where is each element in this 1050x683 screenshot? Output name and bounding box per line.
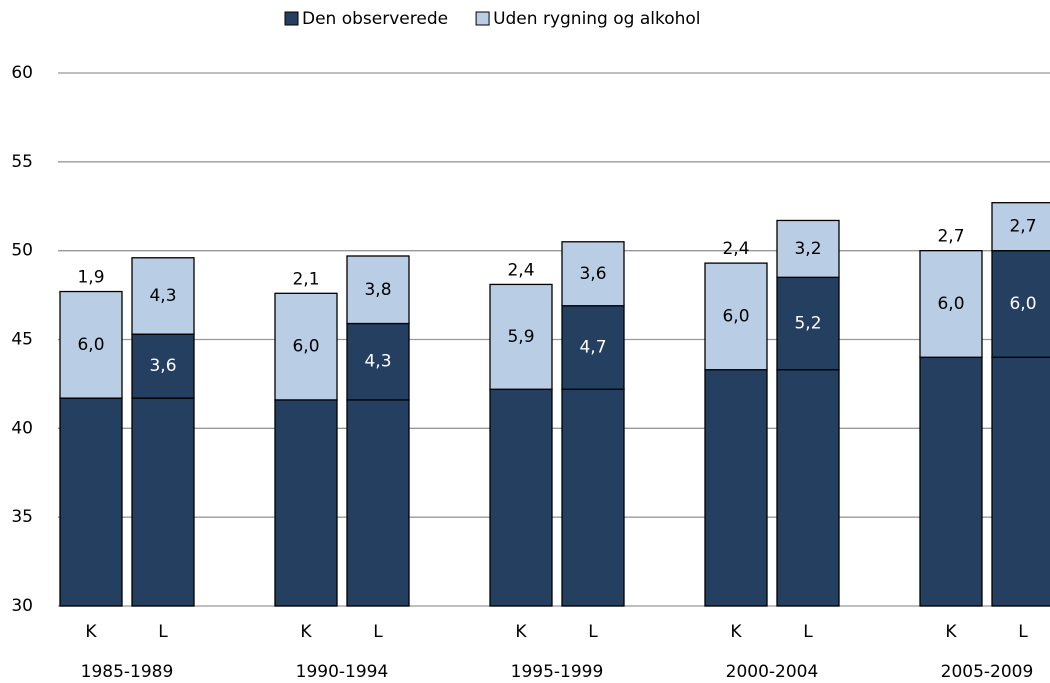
data-label: 5,2 <box>794 314 821 334</box>
data-label: 2,7 <box>937 227 964 247</box>
data-label: 6,0 <box>77 335 104 355</box>
data-label: 1,9 <box>77 268 104 288</box>
data-label: 6,0 <box>722 306 749 326</box>
group-label: 2000-2004 <box>726 662 819 682</box>
bar-segment <box>59 290 123 399</box>
legend-swatch <box>475 11 490 26</box>
bar-segment <box>919 356 983 607</box>
bar-segment <box>704 369 768 607</box>
bar-segment <box>991 250 1050 358</box>
group-label: 2005-2009 <box>941 662 1034 682</box>
bar-segment <box>776 219 840 278</box>
x-tick-label: L <box>803 622 813 642</box>
bar-segment <box>131 333 195 399</box>
bar-segment <box>489 283 553 390</box>
data-label: 2,4 <box>722 239 749 259</box>
group-label: 1985-1989 <box>81 662 174 682</box>
legend-swatch <box>284 11 299 26</box>
data-label: 3,6 <box>579 264 606 284</box>
data-label: 3,2 <box>794 239 821 259</box>
data-label: 6,0 <box>292 337 319 357</box>
bar-segment <box>274 399 338 607</box>
bar-segment <box>346 255 410 325</box>
data-label: 3,8 <box>364 280 391 300</box>
y-tick-label: 45 <box>11 330 33 350</box>
y-tick-label: 35 <box>11 507 33 527</box>
data-label: 3,6 <box>149 356 176 376</box>
y-tick-label: 50 <box>11 241 33 261</box>
x-tick-label: L <box>588 622 598 642</box>
data-label: 4,7 <box>579 337 606 357</box>
y-tick-label: 60 <box>11 63 33 83</box>
bar-segment <box>776 369 840 607</box>
bar-segment <box>274 292 338 401</box>
x-tick-label: K <box>945 622 957 642</box>
x-tick-label: L <box>1018 622 1028 642</box>
x-tick-label: K <box>730 622 742 642</box>
bar-segment <box>59 397 123 607</box>
data-label: 6,0 <box>1009 294 1036 314</box>
bar-segment <box>489 388 553 607</box>
legend-label: Den observerede <box>302 9 448 29</box>
x-tick-label: L <box>158 622 168 642</box>
x-tick-label: K <box>515 622 527 642</box>
bar-segment <box>991 356 1050 607</box>
bar-segment <box>561 241 625 307</box>
bar-segment <box>346 322 410 401</box>
x-tick-label: L <box>373 622 383 642</box>
data-label: 5,9 <box>507 327 534 347</box>
y-tick-label: 40 <box>11 418 33 438</box>
bar-segment <box>561 388 625 607</box>
data-label: 6,0 <box>937 294 964 314</box>
bar-segment <box>131 397 195 607</box>
bar-segment <box>346 399 410 607</box>
group-label: 1990-1994 <box>296 662 389 682</box>
data-label: 4,3 <box>149 286 176 306</box>
bar-segment <box>919 250 983 358</box>
x-tick-label: K <box>85 622 97 642</box>
legend-label: Uden rygning og alkohol <box>493 9 700 29</box>
bar-segment <box>131 257 195 335</box>
y-tick-label: 30 <box>11 596 33 616</box>
data-label: 2,1 <box>292 269 319 289</box>
data-label: 4,3 <box>364 352 391 372</box>
bar-segment <box>561 305 625 390</box>
x-tick-label: K <box>300 622 312 642</box>
data-label: 2,4 <box>507 260 534 280</box>
bar-segment <box>991 202 1050 252</box>
bar-segment <box>776 276 840 371</box>
group-label: 1995-1999 <box>511 662 604 682</box>
data-label: 2,7 <box>1009 217 1036 237</box>
bar-segment <box>704 262 768 371</box>
y-tick-label: 55 <box>11 152 33 172</box>
